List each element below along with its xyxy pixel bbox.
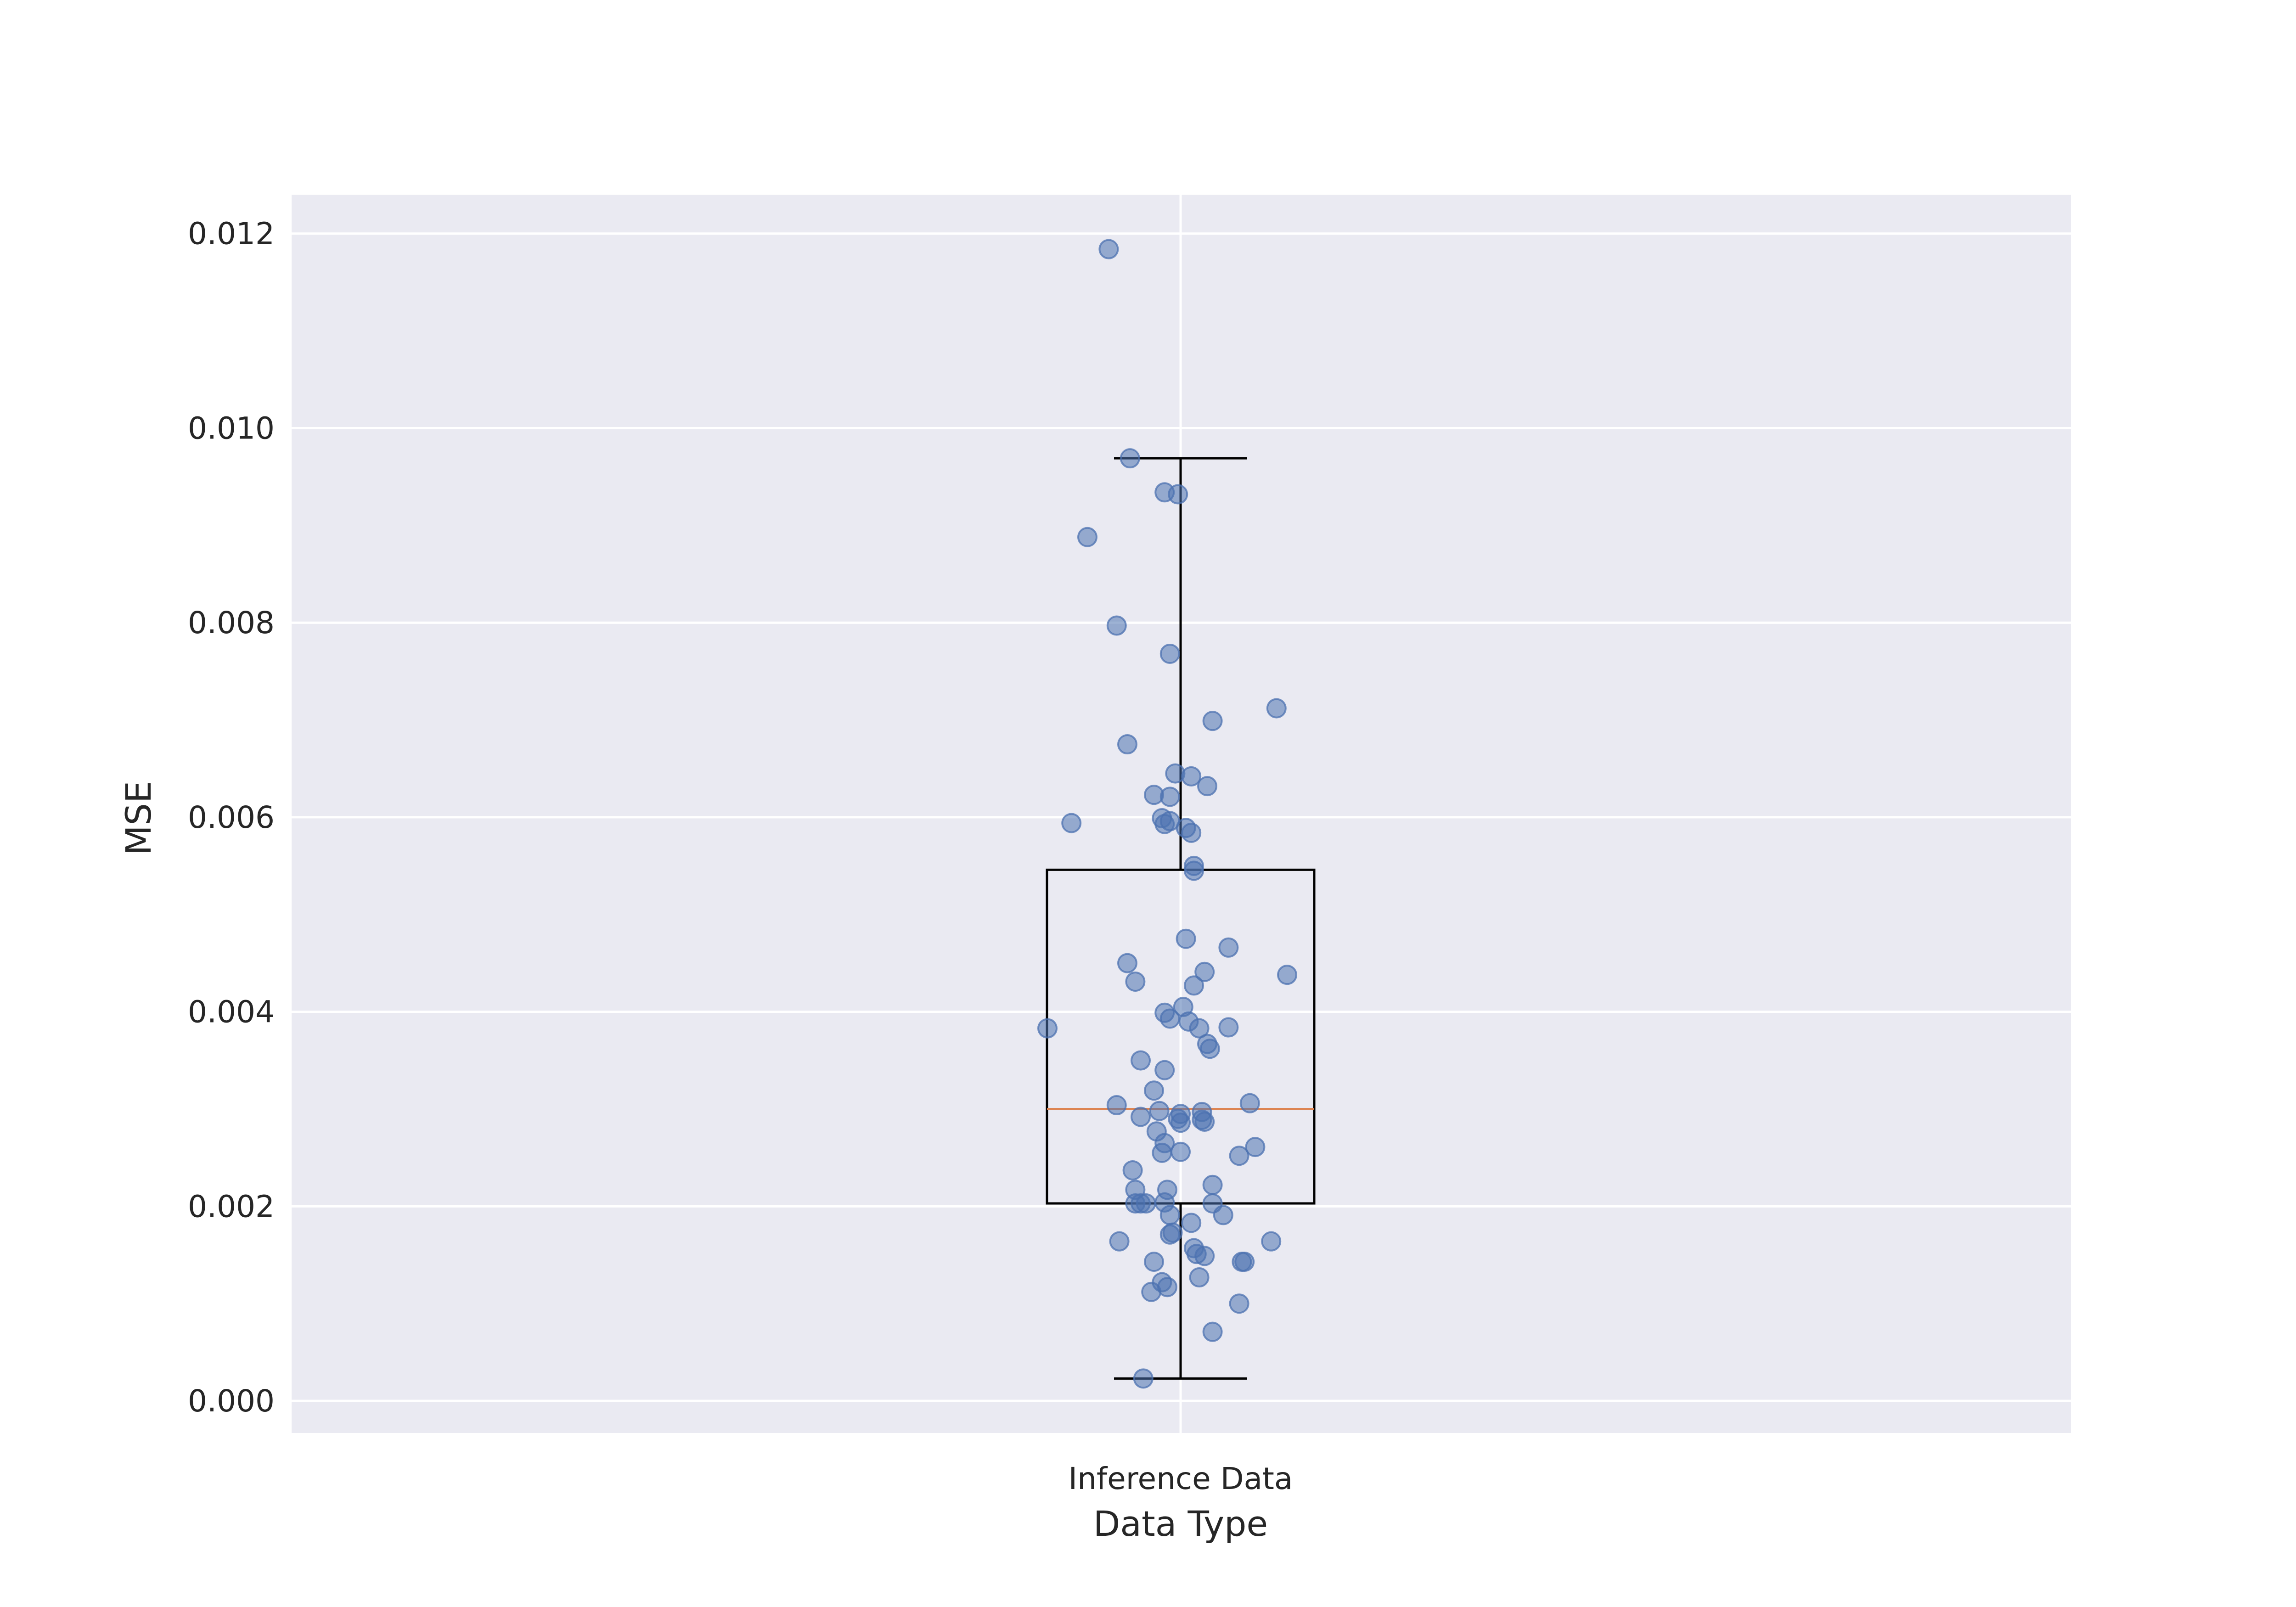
data-point	[1117, 953, 1137, 973]
data-point	[1184, 975, 1204, 996]
data-point	[1194, 1112, 1215, 1132]
y-tick-label: 0.000	[188, 1383, 275, 1419]
data-point	[1194, 1246, 1215, 1266]
data-point	[1181, 1213, 1202, 1233]
data-point	[1189, 1018, 1210, 1039]
data-point	[1125, 971, 1146, 992]
data-point	[1131, 1107, 1151, 1127]
data-point	[1120, 448, 1140, 469]
data-point	[1168, 484, 1188, 505]
box-plot	[1046, 457, 1316, 1380]
data-point	[1037, 1018, 1058, 1039]
y-axis-ticks: 0.000 0.002 0.004 0.006 0.008 0.010 0.012	[188, 216, 275, 1419]
data-point	[1202, 1174, 1223, 1195]
x-tick-label: Inference Data	[1069, 1461, 1293, 1496]
data-point	[1159, 1008, 1180, 1029]
data-point	[1117, 734, 1137, 755]
data-point	[1194, 961, 1215, 982]
data-point	[1176, 928, 1196, 949]
data-point	[1061, 813, 1082, 833]
data-point	[1106, 615, 1127, 636]
data-point	[1159, 1224, 1180, 1245]
data-point	[1144, 1252, 1164, 1272]
y-tick-label: 0.004	[188, 995, 275, 1030]
data-point	[1109, 1231, 1130, 1252]
data-point	[1199, 1039, 1220, 1059]
data-point	[1266, 698, 1287, 719]
y-tick-label: 0.012	[188, 216, 275, 252]
data-point	[1202, 1321, 1223, 1342]
x-axis-label: Data Type	[1093, 1503, 1268, 1544]
x-axis-ticks: Inference Data	[1069, 1461, 1293, 1496]
data-point	[1141, 1281, 1162, 1302]
data-point	[1171, 1141, 1191, 1162]
data-point	[1218, 937, 1239, 958]
data-point	[1245, 1137, 1266, 1157]
y-tick-label: 0.006	[188, 800, 275, 835]
data-point	[1149, 1101, 1170, 1121]
data-point	[1077, 527, 1097, 547]
data-point	[1239, 1093, 1260, 1113]
data-point	[1098, 239, 1119, 259]
data-point	[1122, 1160, 1143, 1180]
data-point	[1106, 1095, 1127, 1116]
data-point	[1218, 1017, 1239, 1038]
data-point	[1181, 766, 1202, 787]
data-point	[1213, 1205, 1233, 1225]
data-point	[1144, 1080, 1164, 1101]
data-point	[1131, 1050, 1151, 1071]
data-point	[1197, 776, 1217, 797]
y-tick-label: 0.002	[188, 1189, 275, 1224]
data-point	[1171, 1113, 1191, 1133]
data-points	[1037, 239, 1297, 1389]
data-point	[1181, 822, 1202, 843]
data-point	[1202, 711, 1223, 731]
data-point	[1159, 1205, 1180, 1225]
y-tick-label: 0.008	[188, 605, 275, 641]
data-point	[1154, 1060, 1175, 1080]
data-point	[1261, 1231, 1282, 1252]
data-point	[1229, 1146, 1249, 1166]
y-tick-label: 0.010	[188, 410, 275, 446]
data-point	[1152, 1142, 1172, 1163]
data-point	[1277, 965, 1297, 985]
data-point	[1229, 1293, 1249, 1314]
data-point	[1189, 1267, 1210, 1288]
data-point	[1184, 860, 1204, 881]
data-point	[1136, 1193, 1156, 1214]
data-point	[1133, 1368, 1154, 1389]
y-axis-label: MSE	[118, 781, 159, 855]
data-point	[1159, 787, 1180, 807]
data-point	[1159, 643, 1180, 664]
data-point	[1234, 1252, 1255, 1272]
